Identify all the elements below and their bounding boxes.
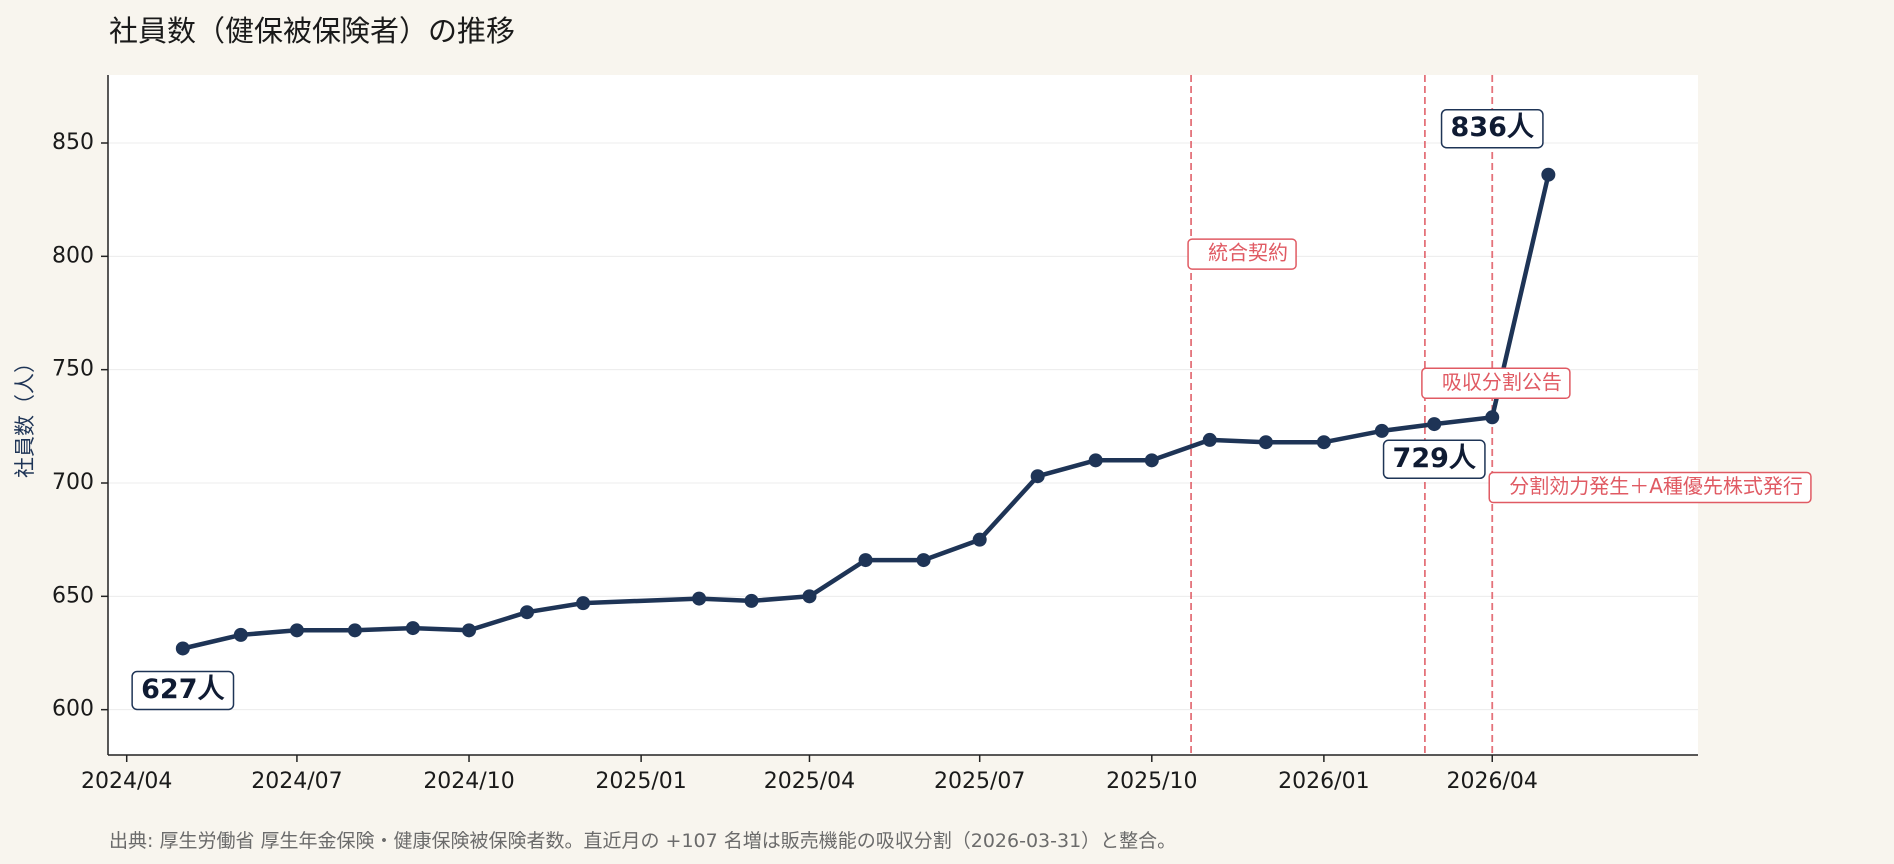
data-point [1316, 435, 1331, 450]
data-point [916, 553, 931, 568]
x-ticks: 2024/04 2024/07 2024/10 2025/01 2025/04 2025/… [81, 755, 1538, 794]
data-point [744, 593, 759, 608]
event-label-box [1187, 238, 1297, 270]
event-label-text: 統合契約 [1208, 241, 1288, 265]
y-tick-label: 700 [52, 470, 94, 495]
event-label: 分割効力発生＋A種優先株式発行 [1488, 471, 1812, 504]
footnote: 出典: 厚生労働省 厚生年金保険・健康保険被保険者数。直近月の +107 名増は… [109, 830, 1177, 852]
value-label: 836人 [1440, 108, 1544, 149]
y-tick-label: 850 [52, 130, 94, 155]
series [175, 167, 1556, 656]
data-point [1088, 453, 1103, 468]
event-label-text: 吸収分割公告 [1442, 370, 1562, 394]
data-point [1144, 453, 1159, 468]
x-tick-label: 2026/01 [1278, 769, 1369, 794]
x-tick-label: 2025/04 [764, 769, 855, 794]
gridlines [108, 142, 1698, 711]
value-label-box [1382, 439, 1486, 480]
value-label-text: 836人 [1451, 112, 1534, 143]
x-tick-label: 2026/04 [1447, 769, 1538, 794]
data-point [692, 591, 707, 606]
x-tick-label: 2024/07 [251, 769, 342, 794]
data-point [289, 623, 304, 638]
y-tick-label: 800 [52, 243, 94, 268]
plot-area [108, 75, 1698, 755]
data-point [405, 621, 420, 636]
data-point [802, 589, 817, 604]
event-label-box [1421, 367, 1571, 400]
y-tick-label: 600 [52, 697, 94, 722]
data-point [1541, 167, 1556, 182]
value-label: 729人 [1382, 439, 1486, 480]
value-label-box [1440, 108, 1544, 149]
data-point [462, 623, 477, 638]
axes [107, 75, 1698, 756]
x-tick-label: 2025/07 [934, 769, 1025, 794]
data-point [520, 605, 535, 620]
data-point [1485, 410, 1500, 425]
data-point [1427, 417, 1442, 432]
event-markers [1190, 75, 1494, 755]
event-label: 吸収分割公告 [1421, 367, 1571, 400]
y-ticks: 600 650 700 750 800 850 [52, 130, 108, 722]
data-point [1258, 435, 1273, 450]
x-tick-label: 2025/10 [1106, 769, 1197, 794]
event-label: 統合契約 [1187, 238, 1297, 270]
value-label-text: 627人 [141, 674, 224, 705]
y-axis-label: 社員数（人） [13, 352, 37, 478]
data-point [1030, 469, 1045, 484]
value-label-text: 729人 [1393, 443, 1476, 474]
value-label-box [131, 670, 235, 711]
data-point [1202, 432, 1217, 447]
data-point [576, 596, 591, 611]
value-label: 627人 [131, 670, 235, 711]
data-point [175, 641, 190, 656]
x-tick-label: 2024/10 [423, 769, 514, 794]
data-point [972, 532, 987, 547]
event-label-text: 分割効力発生＋A種優先株式発行 [1509, 474, 1803, 498]
data-point [1374, 423, 1389, 438]
series-line [180, 172, 1551, 651]
value-labels: 627人 729人 836人 [131, 108, 1544, 711]
y-tick-label: 650 [52, 583, 94, 608]
x-tick-label: 2024/04 [81, 769, 172, 794]
chart-title: 社員数（健保被保険者）の推移 [109, 14, 516, 48]
data-point [347, 623, 362, 638]
y-tick-label: 750 [52, 357, 94, 382]
x-tick-label: 2025/01 [595, 769, 686, 794]
data-point [233, 627, 248, 642]
data-point [858, 553, 873, 568]
event-label-box [1488, 471, 1812, 504]
